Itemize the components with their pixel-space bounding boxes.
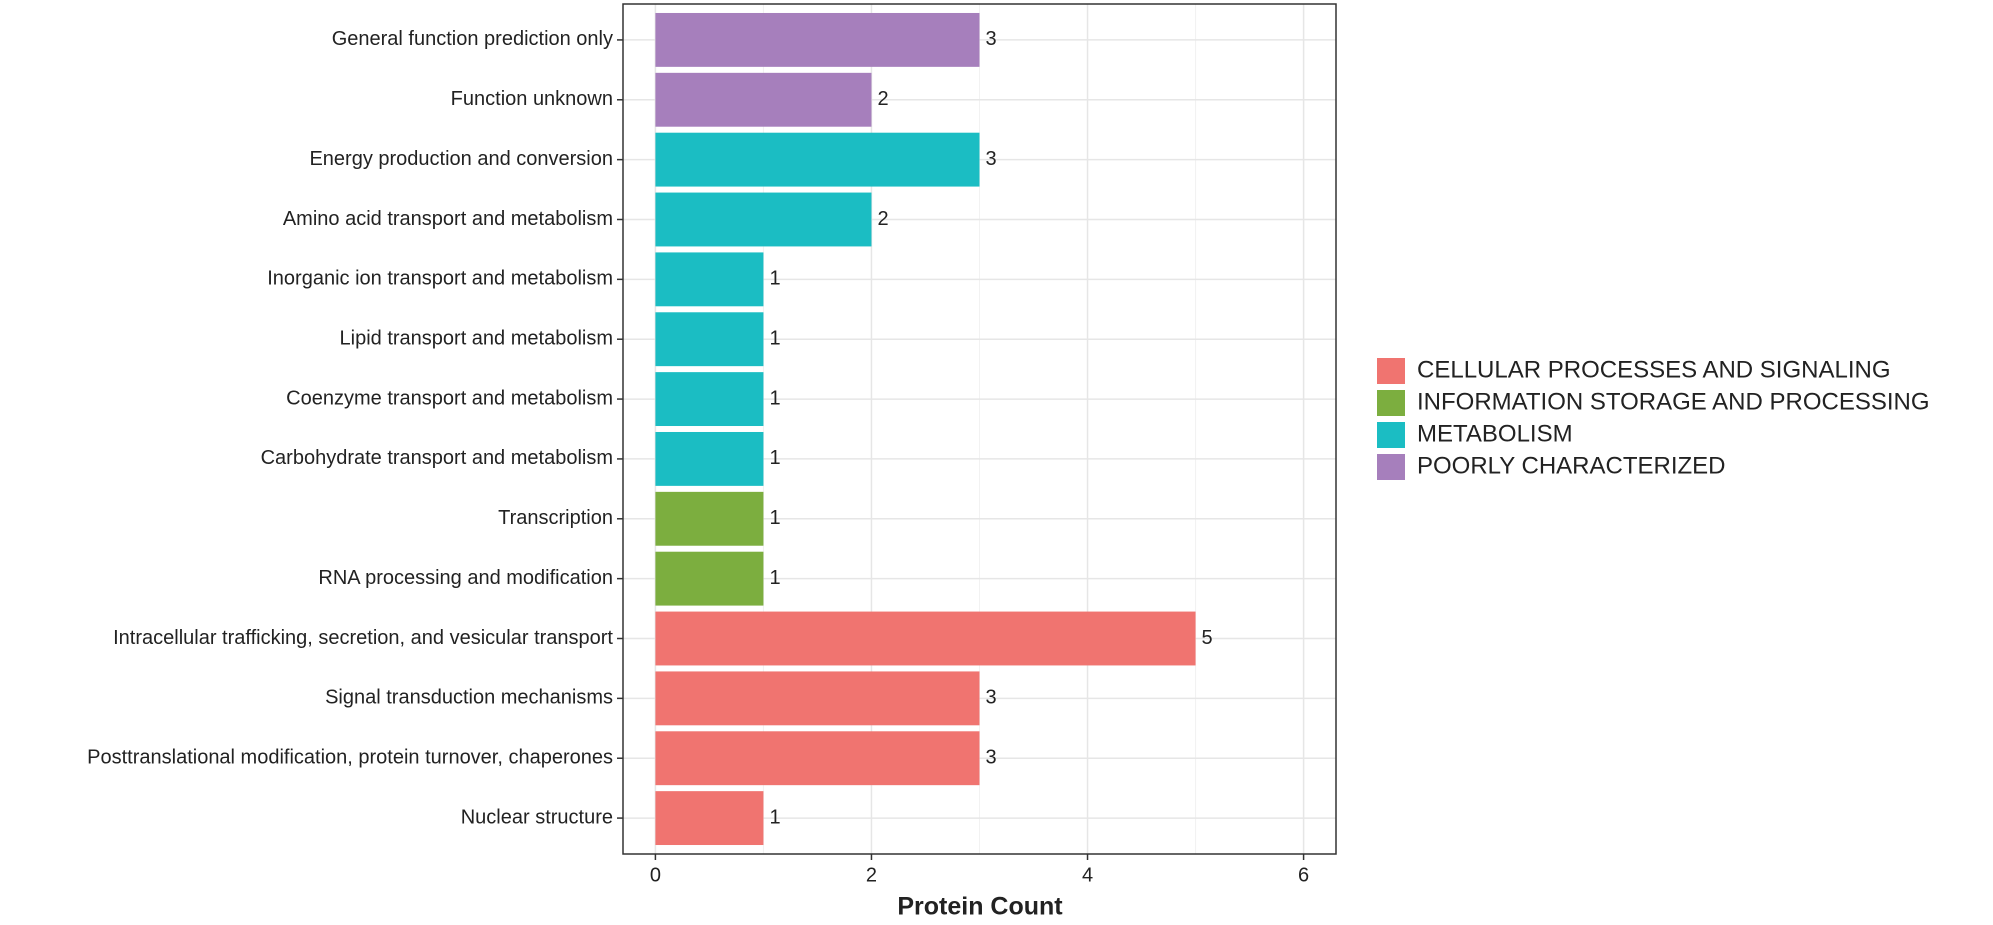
panel-border xyxy=(622,3,1337,855)
legend-label: CELLULAR PROCESSES AND SIGNALING xyxy=(1417,356,1890,383)
x-tick-label: 0 xyxy=(650,864,661,886)
bar xyxy=(655,491,764,546)
value-label: 1 xyxy=(769,507,780,529)
bar xyxy=(655,791,764,846)
value-label: 3 xyxy=(986,687,997,709)
value-label: 5 xyxy=(1202,627,1213,649)
legend-swatch xyxy=(1377,422,1405,448)
y-tick-label: Intracellular trafficking, secretion, an… xyxy=(113,627,613,649)
y-tick-label: Transcription xyxy=(498,507,613,529)
value-label: 1 xyxy=(769,327,780,349)
bar xyxy=(655,611,1196,666)
legend-label: METABOLISM xyxy=(1417,420,1573,447)
legend-swatch xyxy=(1377,390,1405,416)
value-label: 1 xyxy=(769,447,780,469)
value-label: 1 xyxy=(769,387,780,409)
bar xyxy=(655,551,764,606)
bar xyxy=(655,72,872,127)
bar xyxy=(655,132,980,187)
y-tick-label: General function prediction only xyxy=(332,28,613,50)
value-label: 3 xyxy=(986,747,997,769)
legend-label: INFORMATION STORAGE AND PROCESSING xyxy=(1417,388,1930,415)
bar xyxy=(655,252,764,307)
value-label: 2 xyxy=(877,88,888,110)
bar xyxy=(655,192,872,247)
legend-label: POORLY CHARACTERIZED xyxy=(1417,452,1726,479)
value-label: 1 xyxy=(769,567,780,589)
bar xyxy=(655,731,980,786)
value-label: 3 xyxy=(986,148,997,170)
x-tick-label: 6 xyxy=(1298,864,1309,886)
x-axis-title: Protein Count xyxy=(897,893,1063,921)
bar xyxy=(655,671,980,726)
value-label: 2 xyxy=(877,208,888,230)
x-tick-label: 4 xyxy=(1082,864,1093,886)
bar xyxy=(655,431,764,486)
y-tick-label: Amino acid transport and metabolism xyxy=(283,208,613,230)
x-tick-label: 2 xyxy=(866,864,877,886)
value-label: 1 xyxy=(769,806,780,828)
bar xyxy=(655,12,980,67)
bar xyxy=(655,312,764,367)
y-tick-label: Signal transduction mechanisms xyxy=(325,687,613,709)
y-tick-label: Energy production and conversion xyxy=(309,148,613,170)
value-label: 3 xyxy=(986,28,997,50)
y-tick-label: Posttranslational modification, protein … xyxy=(87,747,613,769)
legend-swatch xyxy=(1377,358,1405,384)
y-tick-label: Lipid transport and metabolism xyxy=(340,327,613,349)
y-tick-label: Coenzyme transport and metabolism xyxy=(286,387,613,409)
legend-swatch xyxy=(1377,454,1405,480)
y-tick-label: Inorganic ion transport and metabolism xyxy=(267,268,613,290)
y-tick-label: Function unknown xyxy=(451,88,613,110)
bar xyxy=(655,372,764,427)
y-tick-label: Nuclear structure xyxy=(461,806,613,828)
y-tick-label: RNA processing and modification xyxy=(318,567,613,589)
y-tick-label: Carbohydrate transport and metabolism xyxy=(261,447,613,469)
value-label: 1 xyxy=(769,268,780,290)
